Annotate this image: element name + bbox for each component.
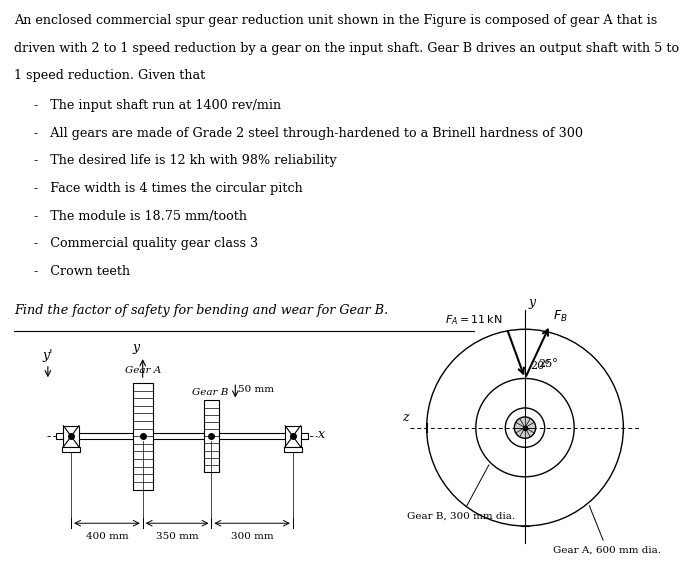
Text: -   All gears are made of Grade 2 steel through-hardened to a Brinell hardness o: - All gears are made of Grade 2 steel th… <box>34 127 583 140</box>
Text: 25°: 25° <box>539 359 559 369</box>
Text: driven with 2 to 1 speed reduction by a gear on the input shaft. Gear B drives a: driven with 2 to 1 speed reduction by a … <box>14 42 679 55</box>
Text: y: y <box>528 296 536 309</box>
Text: 350 mm: 350 mm <box>156 532 198 541</box>
Text: 1 speed reduction. Given that: 1 speed reduction. Given that <box>14 69 205 83</box>
Bar <box>133 383 153 490</box>
Text: -   The desired life is 12 kh with 98% reliability: - The desired life is 12 kh with 98% rel… <box>34 154 337 168</box>
Text: 400 mm: 400 mm <box>85 532 128 541</box>
Text: -   Commercial quality gear class 3: - Commercial quality gear class 3 <box>34 237 258 250</box>
Text: x: x <box>318 428 325 441</box>
Bar <box>56 433 308 439</box>
Text: z: z <box>402 411 408 424</box>
Text: 50 mm: 50 mm <box>238 385 274 394</box>
Text: An enclosed commercial spur gear reduction unit shown in the Figure is composed : An enclosed commercial spur gear reducti… <box>14 14 657 28</box>
Text: Gear A: Gear A <box>125 366 161 375</box>
Text: Gear B: Gear B <box>192 388 228 397</box>
Text: 300 mm: 300 mm <box>231 532 274 541</box>
Text: -   The module is 18.75 mm/tooth: - The module is 18.75 mm/tooth <box>34 210 247 223</box>
Text: $F_B$: $F_B$ <box>553 308 568 324</box>
Text: Find the factor of safety for bending and wear for Gear B.: Find the factor of safety for bending an… <box>14 304 388 317</box>
Text: Gear A, 600 mm dia.: Gear A, 600 mm dia. <box>553 506 661 554</box>
Text: 20°: 20° <box>531 362 550 371</box>
Bar <box>64 426 79 447</box>
Bar <box>284 447 302 452</box>
Bar <box>285 426 300 447</box>
Circle shape <box>514 417 536 439</box>
Text: -   Crown teeth: - Crown teeth <box>34 265 130 278</box>
Text: y': y' <box>43 349 53 362</box>
Text: y: y <box>133 342 140 354</box>
Text: -   Face width is 4 times the circular pitch: - Face width is 4 times the circular pit… <box>34 182 303 195</box>
Bar <box>204 401 219 472</box>
Bar <box>62 447 80 452</box>
Text: Gear B, 300 mm dia.: Gear B, 300 mm dia. <box>407 465 515 521</box>
Text: -   The input shaft run at 1400 rev/min: - The input shaft run at 1400 rev/min <box>34 99 281 113</box>
Text: $F_A = 11\,\mathrm{kN}$: $F_A = 11\,\mathrm{kN}$ <box>445 313 503 327</box>
